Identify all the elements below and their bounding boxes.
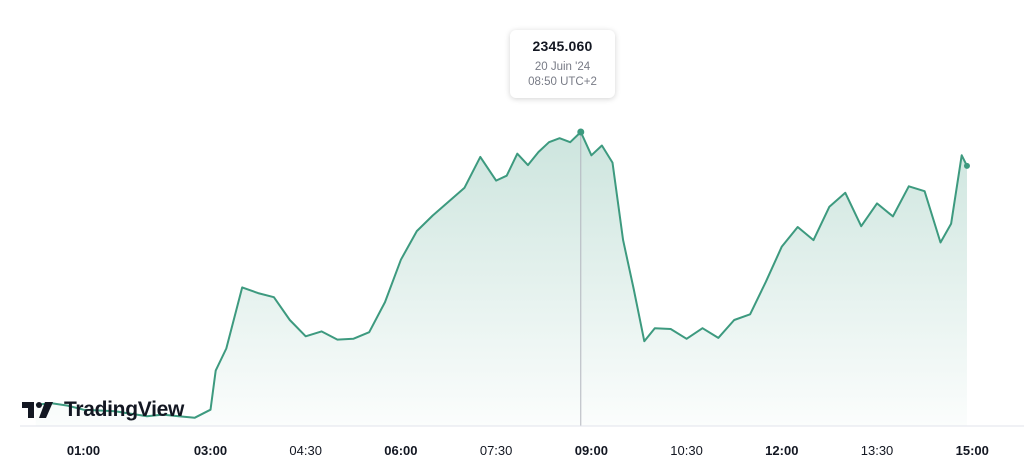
x-axis: 01:00 03:00 04:30 06:00 07:30 09:00 10:30 12:00… bbox=[67, 443, 989, 458]
x-tick-label: 15:00 bbox=[956, 443, 989, 458]
x-tick-label: 01:00 bbox=[67, 443, 100, 458]
hover-point bbox=[577, 128, 585, 136]
x-tick-label: 07:30 bbox=[480, 443, 513, 458]
tooltip-time: 08:50 UTC+2 bbox=[528, 76, 597, 88]
tooltip-date: 20 Juin '24 bbox=[534, 61, 591, 73]
x-tick-label: 03:00 bbox=[194, 443, 227, 458]
x-tick-label: 13:30 bbox=[861, 443, 894, 458]
x-tick-label: 10:30 bbox=[670, 443, 703, 458]
tradingview-logo-icon bbox=[22, 402, 53, 418]
last-point bbox=[963, 162, 970, 169]
x-tick-label: 09:00 bbox=[575, 443, 608, 458]
tradingview-logo[interactable]: TradingView bbox=[22, 398, 184, 422]
price-line bbox=[35, 131, 968, 419]
area-fill bbox=[35, 132, 967, 426]
x-tick-label: 12:00 bbox=[765, 443, 798, 458]
logo-text: TradingView bbox=[64, 398, 185, 421]
x-tick-label: 04:30 bbox=[289, 443, 322, 458]
tooltip-price: 2345.060 bbox=[532, 38, 593, 54]
x-tick-label: 06:00 bbox=[384, 443, 417, 458]
price-tooltip: 2345.060 20 Juin '24 08:50 UTC+2 bbox=[510, 30, 615, 98]
